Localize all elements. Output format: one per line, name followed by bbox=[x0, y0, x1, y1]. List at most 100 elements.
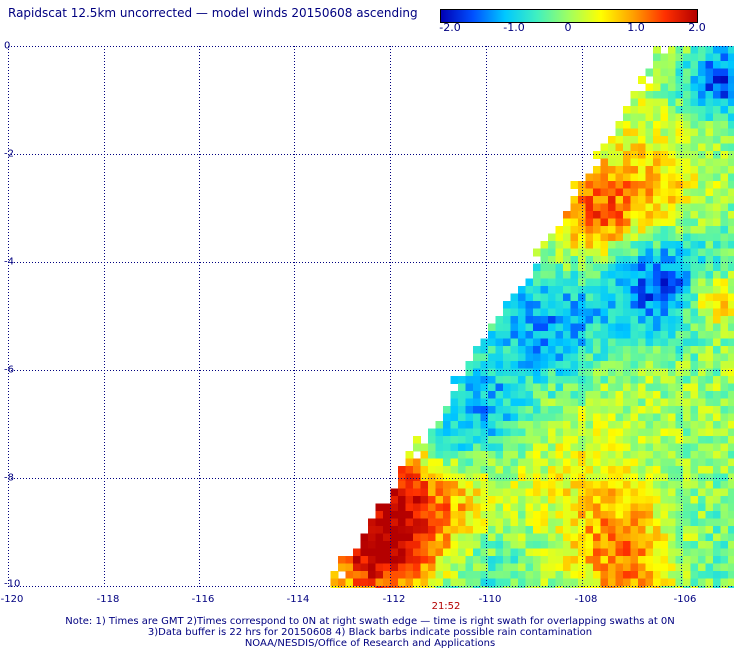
wind-cell bbox=[630, 226, 639, 234]
wind-cell bbox=[503, 541, 511, 549]
wind-cell bbox=[630, 323, 639, 332]
wind-cell bbox=[585, 233, 594, 242]
wind-cell bbox=[615, 151, 624, 159]
wind-cell bbox=[623, 308, 631, 317]
wind-cell bbox=[593, 563, 601, 572]
wind-cell bbox=[420, 481, 429, 489]
wind-cell bbox=[690, 188, 699, 197]
wind-cell bbox=[458, 421, 466, 429]
wind-cell bbox=[660, 83, 669, 92]
wind-cell bbox=[668, 533, 676, 542]
wind-cell bbox=[668, 436, 676, 444]
wind-cell bbox=[690, 248, 699, 257]
wind-cell bbox=[383, 526, 391, 534]
wind-cell bbox=[705, 586, 714, 588]
wind-cell bbox=[683, 541, 691, 549]
wind-cell bbox=[548, 518, 556, 527]
wind-cell bbox=[503, 308, 511, 317]
wind-cell bbox=[720, 301, 729, 309]
wind-cell bbox=[495, 338, 504, 347]
wind-cell bbox=[518, 383, 526, 392]
wind-cell bbox=[705, 458, 714, 467]
wind-cell bbox=[608, 428, 616, 437]
wind-cell bbox=[570, 226, 579, 234]
wind-cell bbox=[713, 196, 721, 204]
wind-cell bbox=[660, 121, 669, 129]
wind-cell bbox=[645, 233, 654, 242]
wind-cell bbox=[728, 383, 734, 392]
wind-cell bbox=[690, 68, 699, 77]
wind-cell bbox=[698, 338, 706, 347]
wind-cell bbox=[705, 466, 714, 474]
wind-cell bbox=[578, 368, 586, 377]
wind-cell bbox=[645, 158, 654, 167]
wind-cell bbox=[518, 511, 526, 519]
wind-cell bbox=[510, 338, 519, 347]
wind-cell bbox=[585, 398, 594, 407]
wind-cell bbox=[608, 263, 616, 272]
wind-cell bbox=[450, 376, 459, 384]
wind-cell bbox=[548, 481, 556, 489]
wind-cell bbox=[570, 421, 579, 429]
wind-cell bbox=[645, 391, 654, 399]
wind-cell bbox=[645, 376, 654, 384]
wind-cell bbox=[600, 346, 609, 354]
wind-cell bbox=[563, 256, 571, 264]
wind-cell bbox=[690, 338, 699, 347]
wind-cell bbox=[660, 368, 669, 377]
wind-cell bbox=[518, 323, 526, 332]
wind-cell bbox=[450, 518, 459, 527]
wind-cell bbox=[443, 421, 451, 429]
wind-cell bbox=[488, 331, 496, 339]
wind-cell bbox=[698, 466, 706, 474]
wind-cell bbox=[480, 451, 489, 459]
wind-cell bbox=[638, 166, 646, 174]
wind-cell bbox=[630, 391, 639, 399]
wind-cell bbox=[713, 376, 721, 384]
wind-cell bbox=[705, 473, 714, 482]
wind-cell bbox=[540, 481, 549, 489]
wind-cell bbox=[435, 563, 444, 572]
wind-cell bbox=[563, 226, 571, 234]
wind-cell bbox=[510, 353, 519, 362]
wind-cell bbox=[660, 496, 669, 504]
wind-cell bbox=[720, 533, 729, 542]
wind-cell bbox=[683, 346, 691, 354]
wind-cell bbox=[533, 436, 541, 444]
wind-cell bbox=[683, 473, 691, 482]
wind-cell bbox=[503, 331, 511, 339]
wind-cell bbox=[473, 473, 481, 482]
wind-cell bbox=[593, 346, 601, 354]
wind-cell bbox=[705, 428, 714, 437]
wind-cell bbox=[563, 503, 571, 512]
wind-cell bbox=[458, 406, 466, 414]
wind-cell bbox=[450, 503, 459, 512]
wind-cell bbox=[668, 421, 676, 429]
wind-cell bbox=[533, 248, 541, 257]
wind-cell bbox=[593, 541, 601, 549]
wind-cell bbox=[638, 458, 646, 467]
wind-cell bbox=[353, 571, 361, 579]
wind-cell bbox=[720, 331, 729, 339]
wind-cell bbox=[615, 361, 624, 369]
wind-cell bbox=[623, 128, 631, 137]
wind-cell bbox=[518, 548, 526, 557]
wind-cell bbox=[420, 578, 429, 587]
wind-cell bbox=[570, 473, 579, 482]
wind-cell bbox=[720, 316, 729, 324]
wind-cell bbox=[728, 518, 734, 527]
wind-cell bbox=[383, 578, 391, 587]
wind-cell bbox=[645, 526, 654, 534]
wind-cell bbox=[698, 308, 706, 317]
wind-cell bbox=[585, 346, 594, 354]
wind-cell bbox=[555, 586, 564, 588]
wind-cell bbox=[540, 571, 549, 579]
wind-cell bbox=[608, 241, 616, 249]
wind-cell bbox=[548, 271, 556, 279]
wind-cell bbox=[705, 353, 714, 362]
wind-cell bbox=[660, 473, 669, 482]
wind-cell bbox=[675, 353, 684, 362]
wind-cell bbox=[683, 248, 691, 257]
wind-cell bbox=[615, 458, 624, 467]
wind-cell bbox=[675, 136, 684, 144]
